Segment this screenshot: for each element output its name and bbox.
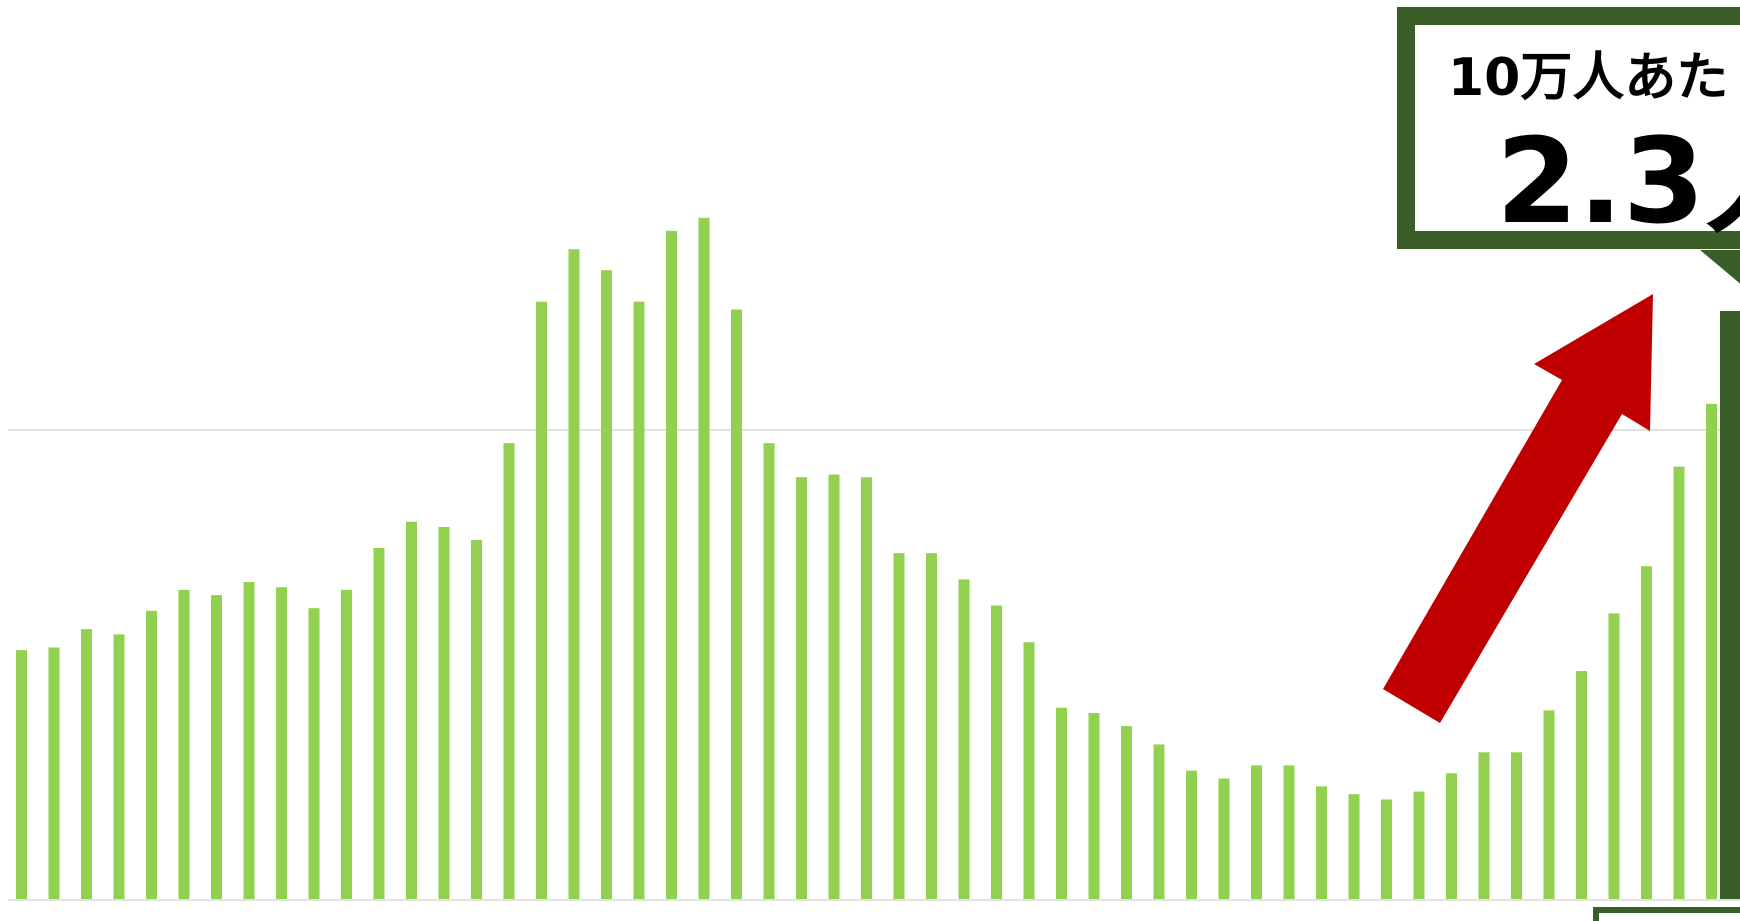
- bar-latest: [1720, 311, 1740, 899]
- bar: [1608, 613, 1620, 899]
- callout-label: 10万人あた: [1448, 48, 1728, 108]
- bar: [796, 477, 807, 899]
- bar: [666, 230, 677, 899]
- bar: [893, 553, 905, 899]
- bar: [861, 477, 872, 899]
- bar: [178, 589, 190, 899]
- bar: [1283, 765, 1295, 899]
- bar: [211, 595, 222, 899]
- bar: [568, 249, 580, 900]
- bar: [438, 526, 450, 899]
- bar: [1121, 726, 1132, 899]
- bar: [958, 579, 970, 899]
- bar: [1446, 773, 1457, 899]
- bar: [1023, 642, 1035, 899]
- bar: [1511, 752, 1522, 899]
- bottom-label-box: [1593, 907, 1740, 921]
- bar: [1381, 799, 1392, 899]
- latest-value-callout: 10万人あた 2.3人: [1397, 7, 1740, 284]
- bar: [926, 553, 937, 899]
- bar: [1251, 765, 1262, 899]
- bar: [1706, 403, 1717, 899]
- bar: [471, 540, 482, 899]
- bar: [633, 301, 645, 899]
- bar: [763, 443, 775, 899]
- bar: [1641, 566, 1652, 899]
- bar: [698, 217, 710, 900]
- bar: [406, 521, 417, 899]
- bar: [601, 270, 612, 899]
- bars-group: [16, 217, 1740, 900]
- callout-pointer: [1700, 250, 1740, 284]
- bar: [1413, 791, 1425, 899]
- bar: [1088, 712, 1100, 899]
- bar: [1673, 466, 1685, 899]
- bar: [16, 650, 27, 899]
- bar: [81, 629, 92, 899]
- bar: [276, 587, 287, 899]
- bar: [1153, 744, 1165, 899]
- callout-value: 2.3人: [1496, 112, 1740, 250]
- bar: [1478, 752, 1490, 899]
- bar: [1543, 710, 1555, 899]
- bar: [1218, 778, 1230, 899]
- bar: [373, 547, 385, 899]
- bar: [1348, 794, 1360, 899]
- bar: [243, 581, 255, 899]
- bar: [341, 589, 352, 899]
- bar: [828, 474, 840, 899]
- trend-arrow: [1383, 294, 1653, 723]
- bar: [1316, 786, 1327, 899]
- bar: [731, 309, 742, 899]
- bar: [991, 605, 1002, 899]
- bar: [1186, 770, 1197, 899]
- callout-box: [1397, 7, 1740, 249]
- bar: [503, 443, 515, 899]
- bar: [1576, 671, 1587, 899]
- bar: [536, 301, 547, 899]
- bar: [48, 647, 60, 899]
- bar: [113, 634, 125, 899]
- bar: [146, 610, 157, 899]
- bar: [308, 608, 320, 899]
- bar: [1056, 707, 1067, 899]
